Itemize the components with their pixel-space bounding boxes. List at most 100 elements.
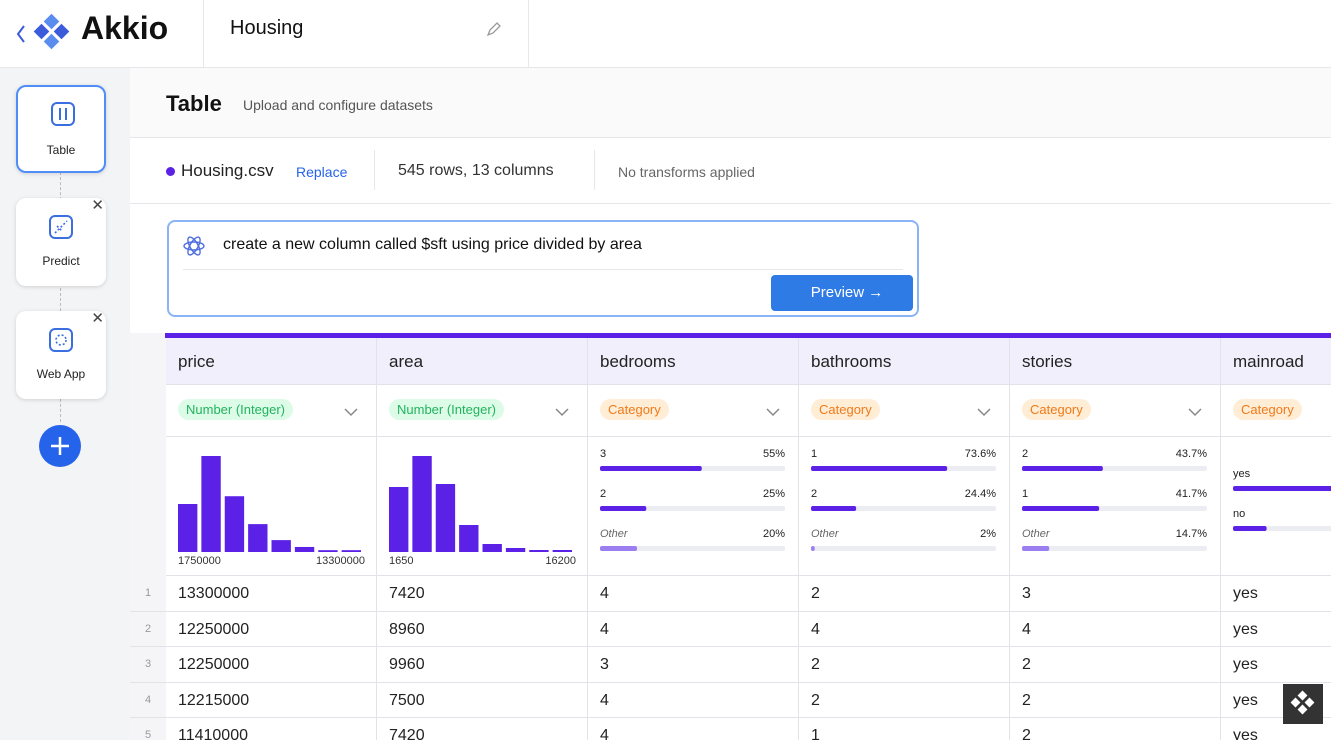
cell[interactable]: yes — [1221, 611, 1331, 647]
stat-bar — [811, 546, 815, 551]
cell[interactable]: 12250000 — [166, 647, 377, 683]
cell[interactable]: yes — [1221, 576, 1331, 612]
cell[interactable]: 4 — [799, 611, 1010, 647]
page-subtitle: Upload and configure datasets — [243, 97, 433, 113]
close-icon[interactable]: ✕ — [91, 197, 104, 214]
cell[interactable]: 1 — [799, 718, 1010, 740]
watermark — [1283, 684, 1323, 724]
divider — [183, 269, 903, 270]
cell[interactable]: 8960 — [377, 611, 588, 647]
dropdown-icon[interactable] — [344, 407, 358, 417]
cell[interactable]: 13300000 — [166, 576, 377, 612]
stat-bar — [1233, 526, 1267, 531]
cell[interactable]: 7500 — [377, 682, 588, 718]
histogram-bar — [294, 546, 315, 552]
type-cell[interactable]: Category — [1010, 385, 1221, 437]
histogram-bar — [529, 550, 549, 552]
table-accent — [165, 333, 1331, 338]
type-pill: Number (Integer) — [389, 399, 504, 420]
dropdown-icon[interactable] — [766, 407, 780, 417]
add-step-button[interactable] — [39, 425, 81, 467]
range-min: 1750000 — [178, 555, 221, 567]
prompt-text[interactable]: create a new column called $sft using pr… — [223, 236, 642, 253]
cell[interactable]: yes — [1221, 647, 1331, 683]
stat-bar — [1022, 466, 1103, 471]
column-header[interactable]: stories — [1010, 338, 1221, 385]
histogram-bar — [341, 550, 361, 552]
type-cell[interactable]: Category — [799, 385, 1010, 437]
preview-button[interactable]: Preview → — [771, 275, 913, 311]
histogram-bar — [178, 504, 198, 552]
column-header[interactable]: area — [377, 338, 588, 385]
step-label: Predict — [42, 254, 80, 268]
cell[interactable]: 7420 — [377, 576, 588, 612]
type-pill: Category — [1233, 399, 1302, 420]
cell[interactable]: 4 — [588, 576, 799, 612]
stat-label: 2 — [600, 488, 606, 500]
cell[interactable]: 3 — [588, 647, 799, 683]
edit-icon[interactable] — [486, 21, 502, 37]
cell[interactable]: 2 — [799, 682, 1010, 718]
type-cell[interactable]: Number (Integer) — [377, 385, 588, 437]
cell[interactable]: 4 — [588, 611, 799, 647]
cell[interactable]: 2 — [1010, 647, 1221, 683]
divider — [203, 0, 204, 67]
stat-bar — [1233, 486, 1331, 491]
stat-label: yes — [1233, 468, 1251, 480]
cell[interactable]: 2 — [1010, 682, 1221, 718]
step-card[interactable]: Table — [16, 85, 106, 173]
step-card[interactable]: ✕ Web App — [16, 310, 106, 399]
cell[interactable]: 3 — [1010, 576, 1221, 612]
column-header[interactable]: bedrooms — [588, 338, 799, 385]
cell[interactable]: 12215000 — [166, 682, 377, 718]
type-pill: Category — [1022, 399, 1091, 420]
histogram-bar — [505, 548, 526, 552]
stat-label: 1 — [1022, 488, 1028, 500]
dropdown-icon[interactable] — [1188, 407, 1202, 417]
top-bar — [0, 0, 1331, 68]
dropdown-icon[interactable] — [555, 407, 569, 417]
cell[interactable]: 11410000 — [166, 718, 377, 740]
connector — [60, 172, 62, 422]
divider — [374, 150, 375, 190]
type-cell[interactable]: Category — [1221, 385, 1331, 437]
cell[interactable]: 4 — [588, 718, 799, 740]
replace-link[interactable]: Replace — [296, 164, 348, 180]
stat-label: Other — [811, 528, 840, 540]
cell[interactable]: 9960 — [377, 647, 588, 683]
type-cell[interactable]: Category — [588, 385, 799, 437]
divider — [130, 203, 1331, 204]
cell[interactable]: 4 — [1010, 611, 1221, 647]
cell[interactable]: 2 — [799, 647, 1010, 683]
stat-percent: 24.4% — [965, 488, 996, 500]
summary-chart: 1750000 13300000 — [178, 456, 365, 567]
logo[interactable] — [14, 14, 78, 54]
histogram-bar — [482, 544, 502, 552]
column-header[interactable]: price — [166, 338, 377, 385]
stat-track — [600, 506, 785, 511]
cell[interactable]: 2 — [1010, 718, 1221, 740]
cell[interactable]: 2 — [799, 576, 1010, 612]
stat-percent: 55% — [763, 448, 785, 460]
cell[interactable]: 12250000 — [166, 611, 377, 647]
range-min: 1650 — [389, 555, 413, 567]
column-name: price — [178, 352, 215, 371]
cell[interactable]: 7420 — [377, 718, 588, 740]
step-card[interactable]: ✕ Predict — [16, 197, 106, 286]
column-header[interactable]: bathrooms — [799, 338, 1010, 385]
type-cell[interactable]: Number (Integer) — [166, 385, 377, 437]
cell[interactable]: 4 — [588, 682, 799, 718]
histogram-bar — [318, 550, 338, 552]
brand: Akkio — [81, 10, 169, 46]
stat-bar — [1022, 506, 1100, 511]
dropdown-icon[interactable] — [977, 407, 991, 417]
stat-percent: 43.7% — [1176, 448, 1207, 460]
column-header[interactable]: mainroad — [1221, 338, 1331, 385]
summary-cell: 1750000 13300000 — [166, 437, 377, 576]
step-label: Web App — [36, 367, 86, 381]
close-icon[interactable]: ✕ — [91, 310, 104, 327]
summary-cell: 1650 16200 — [377, 437, 588, 576]
project-name[interactable]: Housing — [230, 17, 304, 39]
status-dot — [166, 167, 175, 176]
